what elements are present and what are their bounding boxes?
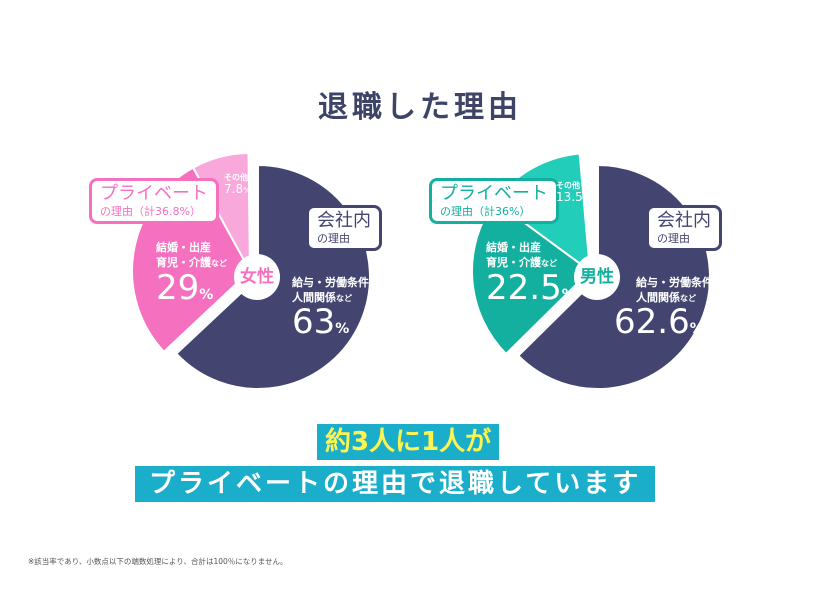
male-company-value: 62.6% [614, 302, 704, 342]
page-title: 退職した理由 [318, 90, 522, 125]
female-private-desc: 結婚・出産 育児・介護など [156, 241, 227, 269]
male-other-value: 13.5% [556, 190, 591, 204]
female-company-desc: 給与・労働条件 人間関係など [292, 276, 369, 304]
banner-line2: プライベートの理由で退職しています [135, 466, 656, 502]
female-private-box: プライベート の理由（計36.8%） [89, 178, 219, 224]
private-title: プライベート [440, 183, 548, 204]
private-title: プライベート [100, 183, 208, 204]
female-company-box: 会社内 の理由 [306, 205, 382, 251]
male-private-desc: 結婚・出産 育児・介護など [486, 241, 557, 269]
male-private-box: プライベート の理由（計36%） [429, 178, 559, 224]
female-other-label: その他 [224, 173, 248, 182]
company-sub: の理由 [657, 232, 690, 245]
female-other-value: 7.8% [224, 182, 251, 196]
female-company-value: 63% [292, 302, 350, 342]
male-private-value: 22.5% [486, 268, 576, 308]
male-company-desc: 給与・労働条件 人間関係など [636, 276, 713, 304]
private-sub: の理由（計36.8%） [100, 205, 201, 218]
female-private-value: 29% [156, 268, 214, 308]
footnote: ※該当率であり、小数点以下の端数処理により、合計は100％になりません。 [28, 557, 288, 566]
company-sub: の理由 [317, 232, 350, 245]
company-title: 会社内 [317, 210, 371, 231]
female-center-label: 女性 [234, 254, 280, 300]
banner-line1: 約3人に1人が [317, 424, 500, 460]
company-title: 会社内 [657, 210, 711, 231]
private-sub: の理由（計36%） [440, 205, 531, 218]
male-company-box: 会社内 の理由 [646, 205, 722, 251]
male-center-label: 男性 [574, 254, 620, 300]
male-other-label: その他 [556, 181, 580, 190]
